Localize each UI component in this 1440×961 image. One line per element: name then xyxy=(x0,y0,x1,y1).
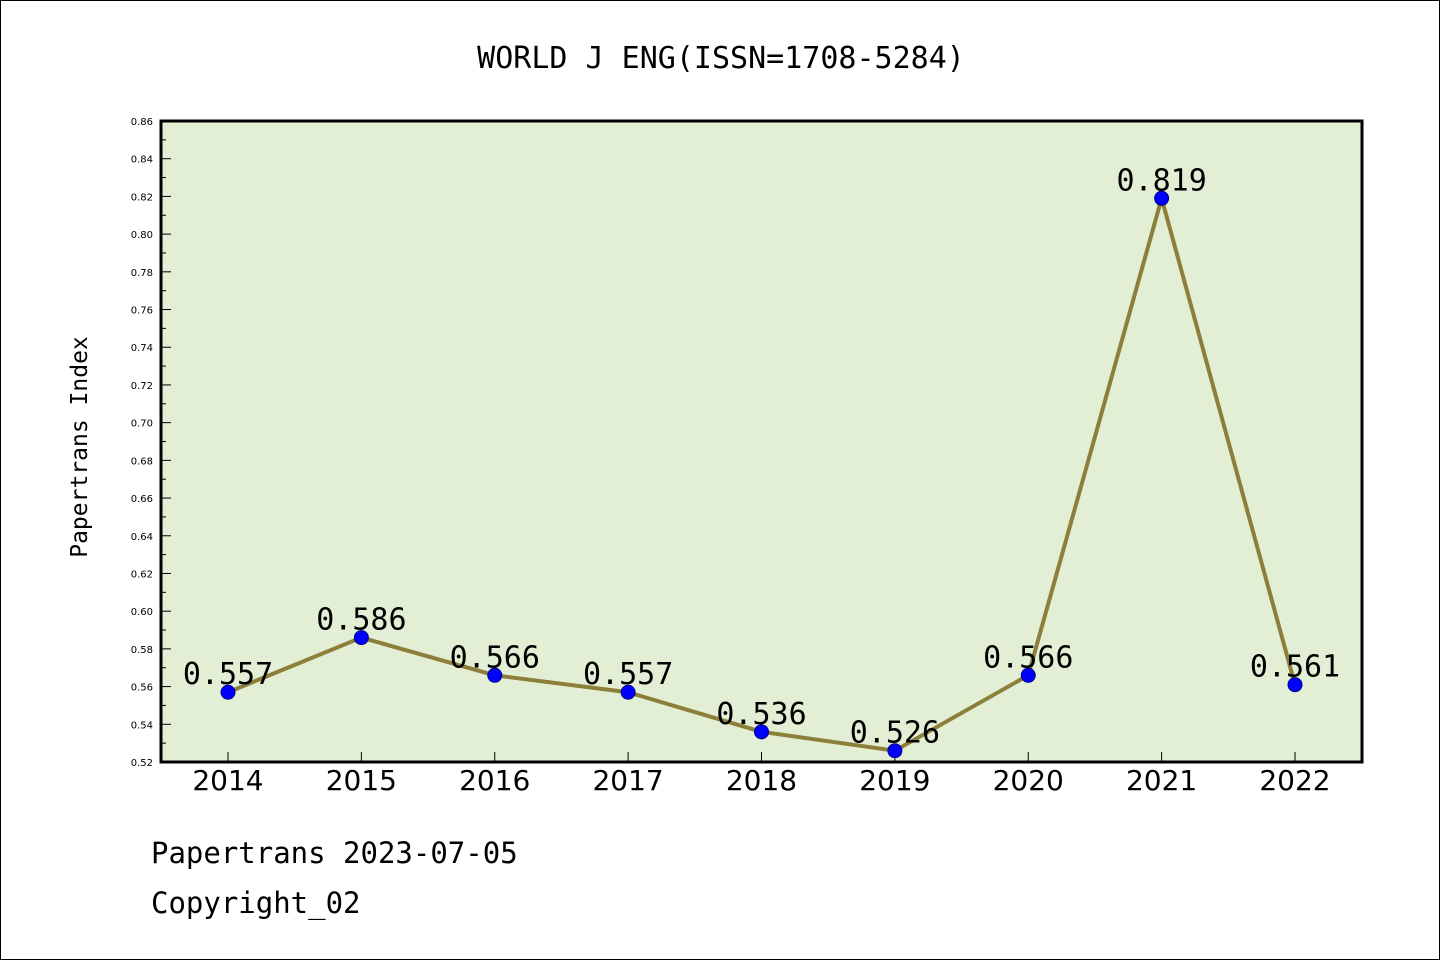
x-tick-label: 2022 xyxy=(1259,764,1330,797)
y-tick-label: 0.52 xyxy=(131,758,153,769)
y-tick-label: 0.70 xyxy=(131,419,153,430)
y-tick-label: 0.80 xyxy=(131,230,153,241)
footer-date-text: Papertrans 2023-07-05 xyxy=(151,836,518,870)
plot-area xyxy=(161,121,1362,762)
data-label: 0.561 xyxy=(1250,650,1340,685)
data-point xyxy=(1287,677,1303,693)
y-tick-label: 0.60 xyxy=(131,607,153,618)
x-tick-label: 2019 xyxy=(859,764,930,797)
data-label: 0.819 xyxy=(1116,163,1206,198)
data-label: 0.557 xyxy=(183,657,273,692)
x-tick-label: 2018 xyxy=(726,764,797,797)
data-point xyxy=(754,724,769,740)
y-tick-label: 0.56 xyxy=(131,683,153,694)
x-tick-label: 2021 xyxy=(1126,764,1197,797)
y-tick-label: 0.62 xyxy=(131,569,153,580)
chart-title: WORLD J ENG(ISSN=1708-5284) xyxy=(477,41,965,76)
y-tick-label: 0.72 xyxy=(131,381,153,392)
x-tick-label: 2015 xyxy=(326,764,397,797)
data-point xyxy=(353,630,369,646)
data-label: 0.566 xyxy=(450,640,540,675)
y-tick-label: 0.54 xyxy=(131,720,153,731)
data-point xyxy=(220,684,236,700)
y-tick-label: 0.66 xyxy=(131,494,153,505)
data-point xyxy=(620,684,636,700)
data-label: 0.557 xyxy=(583,657,673,692)
data-point xyxy=(487,667,503,683)
y-tick-label: 0.68 xyxy=(131,456,153,467)
y-tick-label: 0.58 xyxy=(131,645,153,656)
y-tick-label: 0.78 xyxy=(131,268,153,279)
data-label: 0.566 xyxy=(983,640,1073,675)
data-label: 0.586 xyxy=(316,603,406,638)
data-point xyxy=(887,743,903,759)
data-point xyxy=(1154,190,1170,206)
x-tick-label: 2016 xyxy=(459,764,530,797)
x-tick-label: 2014 xyxy=(192,764,263,797)
y-tick-label: 0.84 xyxy=(131,155,153,166)
data-point xyxy=(1020,667,1036,683)
x-tick-label: 2017 xyxy=(592,764,663,797)
y-tick-label: 0.74 xyxy=(131,343,153,354)
y-tick-label: 0.76 xyxy=(131,306,153,317)
footer-copyright-text: Copyright_02 xyxy=(151,886,361,920)
x-tick-label: 2020 xyxy=(993,764,1064,797)
plot-border xyxy=(159,119,1364,764)
data-label: 0.536 xyxy=(716,697,806,732)
y-tick-label: 0.86 xyxy=(131,117,153,128)
data-label: 0.526 xyxy=(850,716,940,751)
y-tick-label: 0.82 xyxy=(131,192,153,203)
y-axis-label: Papertrans Index xyxy=(67,336,93,558)
y-tick-label: 0.64 xyxy=(131,532,153,543)
